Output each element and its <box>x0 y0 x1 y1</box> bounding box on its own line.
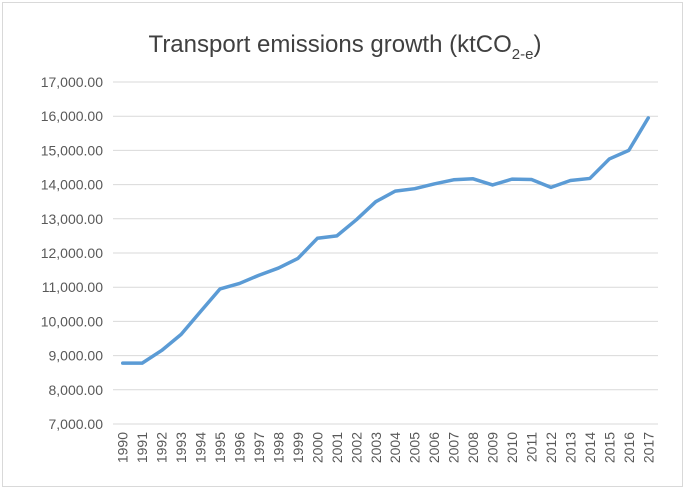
x-tick-label: 2012 <box>543 432 559 463</box>
chart-title-subscript: 2-e <box>512 46 534 63</box>
x-axis-tick-labels: 1990 1991 1992 1993 1994 1995 1996 1997 1998 1999… <box>115 432 657 463</box>
chart-title-close: ) <box>533 31 541 58</box>
x-tick-label: 1996 <box>232 432 248 463</box>
x-tick-label: 2008 <box>465 432 481 463</box>
y-tick-label: 16,000.00 <box>41 108 103 124</box>
y-tick-label: 17,000.00 <box>41 74 103 90</box>
x-tick-label: 2000 <box>309 432 325 463</box>
chart-frame: Transport emissions growth (ktCO2-e) 7,0… <box>2 2 683 487</box>
y-tick-label: 12,000.00 <box>41 245 103 261</box>
x-tick-label: 1992 <box>154 432 170 463</box>
gridlines <box>113 81 658 425</box>
y-tick-label: 13,000.00 <box>41 211 103 227</box>
x-tick-label: 1991 <box>134 432 150 463</box>
x-tick-label: 2011 <box>523 432 539 462</box>
line-chart: Transport emissions growth (ktCO2-e) 7,0… <box>41 31 658 463</box>
y-tick-label: 10,000.00 <box>41 313 103 329</box>
y-axis-tick-labels: 7,000.00 8,000.00 9,000.00 10,000.00 11,000.… <box>41 74 104 432</box>
x-tick-label: 2010 <box>504 432 520 463</box>
x-tick-label: 2004 <box>387 432 403 463</box>
x-tick-label: 2002 <box>348 432 364 463</box>
y-tick-label: 8,000.00 <box>49 382 104 398</box>
x-tick-label: 2009 <box>485 432 501 463</box>
x-tick-label: 1998 <box>270 432 286 463</box>
x-tick-label: 2013 <box>562 432 578 463</box>
x-tick-label: 1997 <box>251 432 267 463</box>
series-group <box>120 116 651 365</box>
x-tick-label: 2007 <box>446 432 462 463</box>
chart-title-main: Transport emissions growth (ktCO <box>149 31 512 58</box>
y-tick-label: 11,000.00 <box>42 279 103 295</box>
x-tick-label: 2003 <box>368 432 384 463</box>
x-tick-label: 2001 <box>329 432 345 463</box>
x-tick-label: 2016 <box>621 432 637 463</box>
x-tick-label: 2015 <box>601 432 617 463</box>
series-line <box>120 116 651 365</box>
y-tick-label: 15,000.00 <box>41 142 103 158</box>
x-tick-label: 2006 <box>426 432 442 463</box>
x-tick-label: 2017 <box>640 432 656 463</box>
x-tick-label: 2005 <box>407 432 423 463</box>
x-tick-label: 1995 <box>212 432 228 463</box>
x-tick-label: 1999 <box>290 432 306 463</box>
x-tick-label: 1994 <box>193 432 209 463</box>
x-tick-label: 1990 <box>115 432 131 463</box>
y-tick-label: 7,000.00 <box>49 416 104 432</box>
x-tick-label: 2014 <box>582 432 598 463</box>
x-tick-label: 1993 <box>173 432 189 463</box>
y-tick-label: 9,000.00 <box>49 348 104 364</box>
y-tick-label: 14,000.00 <box>41 177 103 193</box>
chart-title: Transport emissions growth (ktCO2-e) <box>149 31 542 63</box>
